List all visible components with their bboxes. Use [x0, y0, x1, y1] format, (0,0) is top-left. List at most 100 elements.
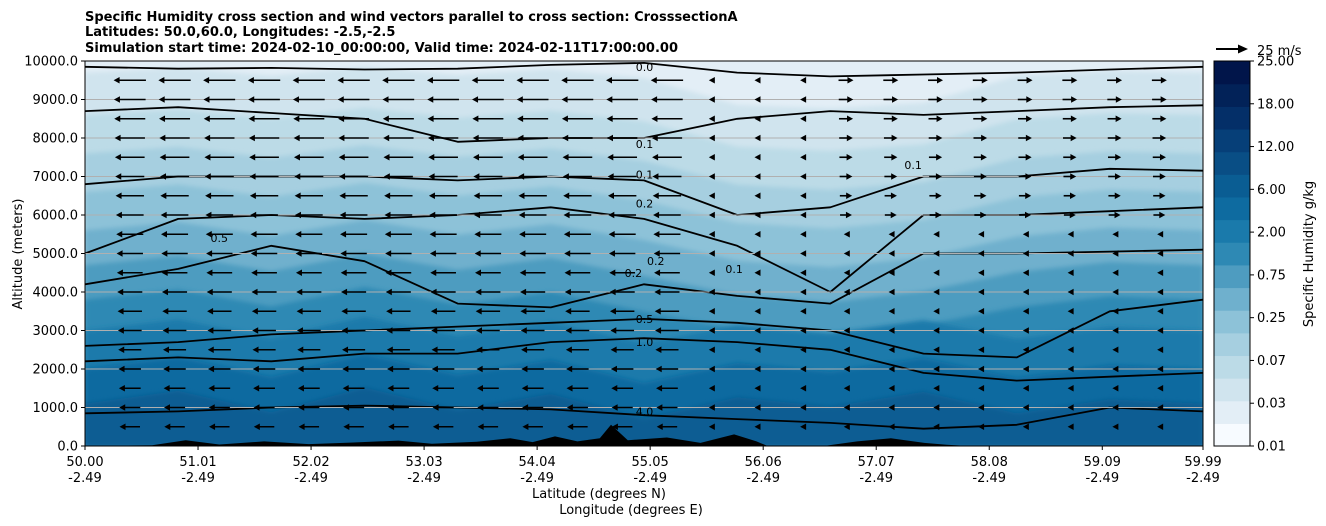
wind-vector [253, 385, 275, 392]
wind-vector-head [980, 211, 987, 219]
wind-vector [387, 385, 410, 392]
wind-vector [472, 115, 504, 122]
wind-vector-head [652, 173, 659, 180]
contour-label: 0.1 [636, 169, 654, 182]
wind-vector-head [754, 385, 761, 392]
wind-vector-head [754, 365, 761, 373]
wind-vector [1107, 115, 1122, 122]
wind-vector-head [521, 346, 528, 353]
humidity-contour-line [85, 337, 1203, 382]
wind-vector [297, 385, 320, 392]
colorbar-swatch [1214, 310, 1250, 334]
wind-vector-head [519, 250, 526, 257]
wind-vector-head [754, 308, 761, 315]
wind-vector [656, 385, 678, 392]
wind-vector-head [843, 365, 850, 373]
wind-vector-head [1159, 192, 1166, 199]
wind-vector [800, 385, 807, 392]
wind-vectors [113, 77, 1167, 430]
wind-vector [1153, 192, 1166, 199]
wind-vector [1108, 173, 1121, 180]
colorbar-tick-label: 0.07 [1257, 354, 1286, 369]
wind-vector-head [339, 211, 346, 219]
wind-vector-head [846, 173, 853, 180]
wind-vector-head [978, 288, 985, 296]
wind-vector-head [1069, 192, 1076, 199]
wind-vector-head [935, 173, 942, 180]
wind-vector [292, 77, 325, 84]
wind-vector-head [1114, 173, 1121, 180]
wind-vector [928, 134, 943, 142]
wind-vector-head [610, 365, 617, 373]
wind-vector [973, 173, 987, 180]
wind-vector-head [162, 327, 169, 334]
wind-vector-head [429, 250, 436, 257]
wind-vector-head [115, 211, 122, 219]
wind-vector-head [113, 96, 120, 103]
wind-vector [1157, 385, 1164, 392]
wind-vector-head [253, 423, 260, 430]
wind-vector [653, 250, 681, 257]
wind-vector [654, 288, 680, 296]
wind-vector-head [1067, 250, 1074, 257]
wind-vector-head [475, 288, 482, 296]
wind-vector-head [754, 134, 761, 142]
wind-vector-head [520, 288, 527, 296]
wind-vector-head [610, 327, 617, 334]
wind-vector-head [978, 346, 985, 353]
wind-vector [294, 211, 323, 219]
wind-vector-head [754, 346, 761, 353]
wind-vector-head [521, 385, 528, 392]
wind-vector-head [651, 134, 658, 142]
wind-vector [159, 115, 191, 122]
wind-vector-head [935, 192, 942, 199]
wind-vector-head [161, 269, 168, 276]
wind-vector [339, 192, 368, 199]
wind-vector-head [1112, 346, 1119, 353]
wind-vector [973, 96, 988, 103]
wind-vector-head [1069, 211, 1076, 219]
wind-vector-head [800, 211, 807, 219]
wind-vector-head [1157, 250, 1164, 257]
wind-vector-head [160, 231, 167, 238]
wind-vector-head [655, 346, 662, 353]
wind-vector-head [888, 385, 895, 392]
wind-vector [386, 308, 411, 315]
wind-vector-head [1160, 115, 1167, 122]
wind-vector [754, 308, 761, 315]
wind-vector [204, 134, 235, 142]
wind-vector [651, 134, 683, 142]
wind-vector [163, 404, 186, 411]
wind-vector [933, 269, 940, 276]
wind-vector-head [474, 250, 481, 257]
wind-vector [884, 154, 898, 161]
wind-vector [298, 404, 320, 411]
wind-vector [609, 308, 635, 315]
wind-vector [1062, 115, 1077, 122]
wind-vector [884, 173, 898, 180]
wind-vector-head [117, 288, 124, 296]
wind-vector [978, 346, 985, 353]
wind-vector [800, 115, 807, 122]
wind-vector [472, 134, 504, 142]
wind-vector-head [754, 96, 761, 103]
wind-vector [800, 211, 807, 219]
wind-vector-head [203, 77, 210, 84]
wind-vector [1067, 385, 1074, 392]
wind-vector [838, 77, 854, 84]
wind-vector-head [562, 154, 569, 161]
colorbar-swatch [1214, 106, 1250, 130]
wind-vector [708, 423, 715, 430]
wind-vector [973, 154, 987, 161]
wind-vector-head [843, 231, 850, 238]
wind-vector [162, 346, 187, 353]
wind-vector [708, 308, 715, 315]
wind-vector [1107, 134, 1122, 142]
wind-vector [1022, 308, 1029, 315]
wind-vector [113, 96, 146, 103]
colorbar-tick-label: 0.75 [1257, 268, 1286, 283]
wind-vector [843, 404, 850, 411]
wind-vector [606, 134, 638, 142]
wind-vector-head [522, 404, 529, 411]
